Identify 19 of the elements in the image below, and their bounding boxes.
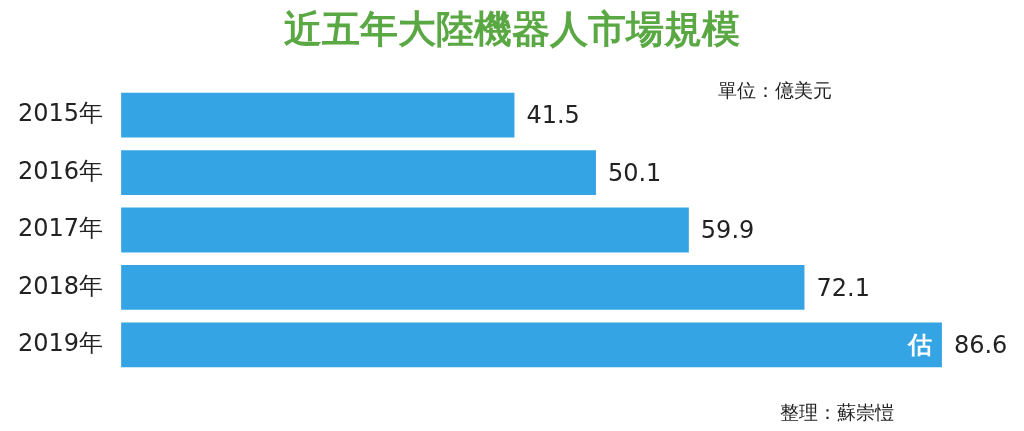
text: 整理：蘇崇愷 (780, 400, 894, 425)
chart-title: 近五年大陸機器人市場規模 (283, 6, 741, 53)
data-label: 59.9 (700, 216, 755, 245)
data-label: 41.5 (526, 101, 580, 130)
bar (121, 207, 689, 253)
y-tick-label: 2018年 (18, 271, 104, 300)
data-label: 72.1 (816, 273, 870, 302)
y-tick-label: 2019年 (18, 329, 104, 358)
y-tick-label: 2015年 (18, 99, 104, 128)
bar (121, 322, 942, 368)
bar (121, 265, 805, 310)
data-label: 50.1 (607, 158, 662, 187)
chart-subtitle: 單位：億美元 (718, 78, 832, 103)
bar (121, 92, 515, 138)
y-tick-label: 2017年 (18, 214, 104, 243)
y-tick-label: 2016年 (18, 156, 104, 185)
annotation: 估 (906, 331, 932, 360)
data-label: 86.6 (953, 331, 1008, 360)
bar (121, 150, 596, 195)
